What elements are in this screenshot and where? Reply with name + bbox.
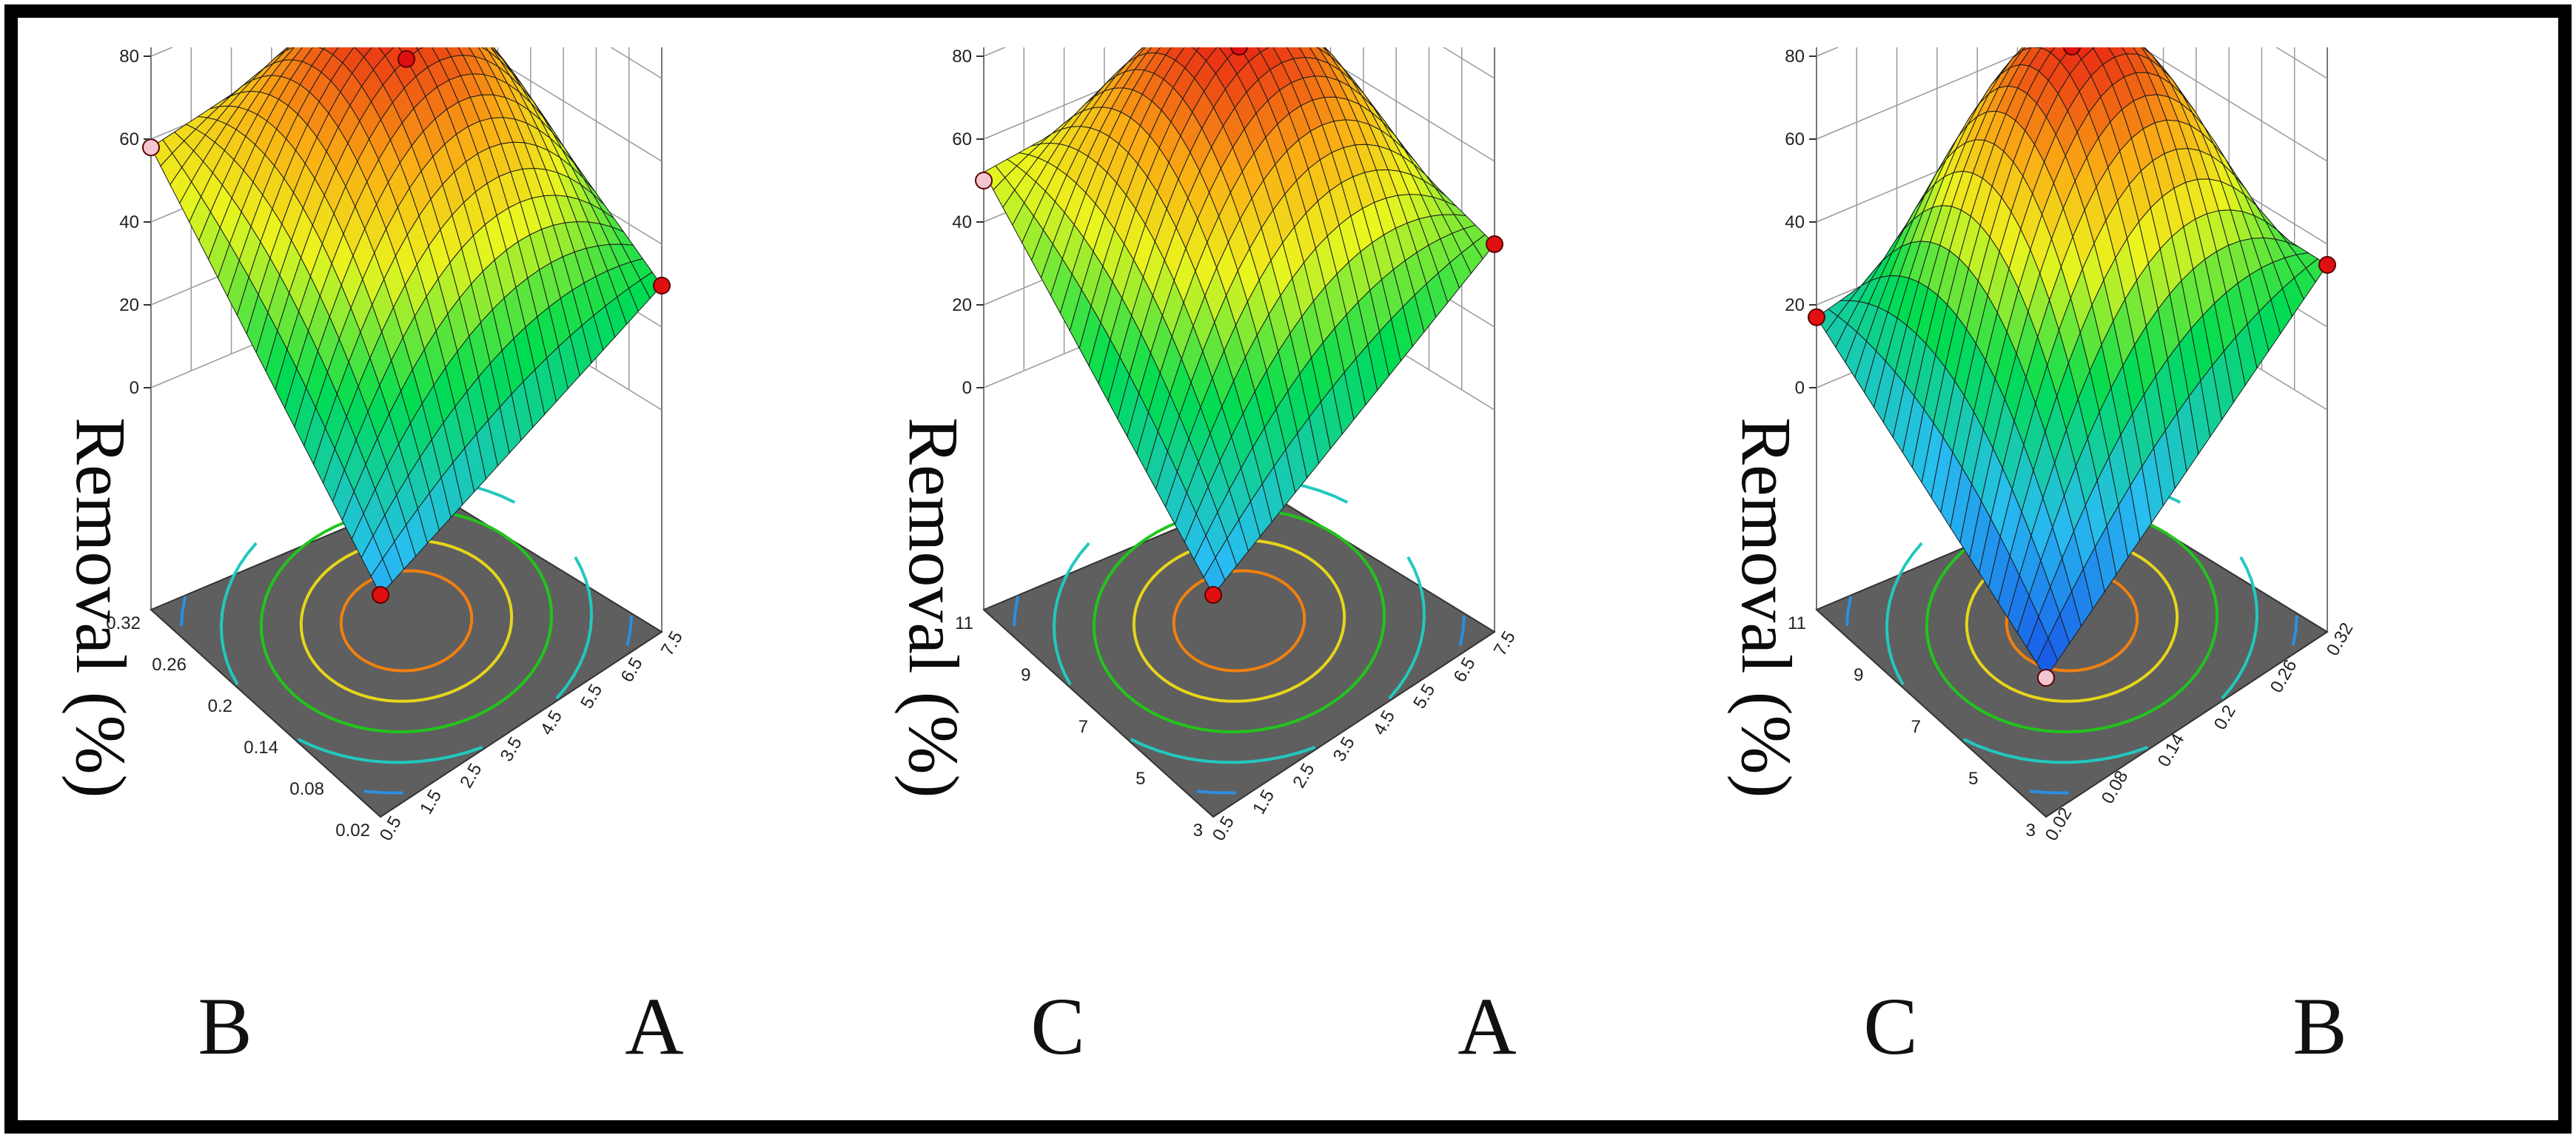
contour-line bbox=[179, 596, 187, 627]
surface-cell bbox=[2036, 637, 2059, 679]
surface-plot-a-b: 0204060801000.51.52.53.54.55.56.57.50.02… bbox=[47, 47, 884, 1113]
surface-plot-b-c: 0204060801000.020.080.140.20.260.3235791… bbox=[1713, 47, 2549, 1113]
contour-line bbox=[2029, 789, 2069, 795]
contour-line bbox=[1845, 596, 1853, 627]
contour-line bbox=[555, 556, 594, 700]
z-axis-title: Removal (%) bbox=[61, 417, 141, 798]
design-point-left bbox=[142, 138, 160, 157]
y-tick-label: 0.32 bbox=[106, 613, 141, 633]
y-tick-label: 0.26 bbox=[152, 655, 187, 675]
surface-cell bbox=[370, 558, 393, 596]
design-point-front bbox=[2037, 669, 2055, 687]
y-axis-title: B bbox=[198, 981, 252, 1071]
y-tick-label: 0.2 bbox=[208, 696, 232, 716]
surface-cell bbox=[1203, 556, 1226, 596]
design-point-right bbox=[1486, 235, 1503, 253]
design-point-front bbox=[372, 586, 389, 604]
y-tick-label: 9 bbox=[1854, 665, 1863, 685]
z-tick-label: 0 bbox=[130, 378, 139, 398]
y-tick-label: 7 bbox=[1911, 717, 1921, 737]
wall-outline bbox=[1816, 47, 2328, 632]
design-point-front bbox=[1204, 586, 1222, 604]
figure-frame: 0204060801000.51.52.53.54.55.56.57.50.02… bbox=[4, 4, 2572, 1134]
wall-grid-line bbox=[1816, 47, 2328, 162]
contour-line bbox=[1885, 542, 1923, 686]
design-point-left bbox=[1808, 308, 1825, 326]
response-surface bbox=[1816, 47, 2328, 679]
x-axis-title: A bbox=[625, 981, 683, 1071]
z-tick-label: 60 bbox=[952, 129, 972, 149]
design-points bbox=[142, 50, 671, 604]
design-point-center bbox=[1230, 47, 1248, 55]
contour-line bbox=[1130, 738, 1316, 764]
contour-line bbox=[1196, 789, 1236, 795]
contour-line bbox=[1012, 596, 1020, 627]
contour-line bbox=[625, 615, 634, 646]
surface-plot-svg: 0204060801000.51.52.53.54.55.56.57.50.02… bbox=[61, 47, 687, 1071]
design-point-left bbox=[975, 172, 993, 189]
contour-line bbox=[1052, 542, 1090, 686]
y-tick-label: 3 bbox=[1193, 821, 1203, 841]
contour-line bbox=[1962, 738, 2149, 764]
y-tick-label: 5 bbox=[1136, 769, 1145, 789]
contour-line bbox=[219, 542, 258, 686]
y-tick-label: 11 bbox=[1788, 613, 1806, 633]
z-tick-label: 20 bbox=[119, 295, 139, 315]
y-axis-title: C bbox=[1863, 981, 1917, 1071]
design-points bbox=[975, 47, 1503, 604]
z-axis-title: Removal (%) bbox=[894, 417, 973, 798]
y-tick-label: 0.02 bbox=[335, 821, 370, 841]
design-points bbox=[1808, 47, 2336, 687]
contour-line bbox=[1388, 556, 1426, 700]
z-tick-label: 60 bbox=[1785, 129, 1805, 149]
z-tick-label: 0 bbox=[962, 378, 972, 398]
z-tick-label: 20 bbox=[1785, 295, 1805, 315]
y-tick-label: 9 bbox=[1021, 665, 1030, 685]
surface-plot-a-c: 0204060801000.51.52.53.54.55.56.57.53579… bbox=[880, 47, 1717, 1113]
y-tick-label: 0.08 bbox=[289, 779, 324, 799]
contour-line bbox=[2291, 615, 2299, 646]
design-point-center bbox=[2063, 47, 2081, 55]
z-tick-label: 20 bbox=[952, 295, 972, 315]
design-point-right bbox=[2318, 256, 2336, 274]
design-point-right bbox=[653, 277, 671, 294]
contour-line bbox=[1458, 615, 1466, 646]
design-point-center bbox=[398, 50, 415, 68]
response-surface bbox=[983, 47, 1495, 596]
x-axis-title: A bbox=[1458, 981, 1516, 1071]
y-tick-label: 11 bbox=[955, 613, 973, 633]
y-tick-label: 3 bbox=[2026, 821, 2036, 841]
contour-line bbox=[363, 789, 403, 795]
y-axis-title: C bbox=[1030, 981, 1084, 1071]
z-tick-label: 40 bbox=[119, 212, 139, 232]
z-tick-label: 80 bbox=[119, 47, 139, 67]
y-tick-label: 7 bbox=[1079, 717, 1088, 737]
surface-plot-svg: 0204060801000.51.52.53.54.55.56.57.53579… bbox=[894, 47, 1520, 1071]
surface-plot-svg: 0204060801000.020.080.140.20.260.3235791… bbox=[1727, 47, 2358, 1071]
z-tick-label: 80 bbox=[1785, 47, 1805, 67]
z-tick-label: 60 bbox=[119, 129, 139, 149]
wall-grid-line bbox=[983, 47, 1495, 162]
response-surface bbox=[150, 47, 663, 596]
z-tick-label: 40 bbox=[952, 212, 972, 232]
contour-line bbox=[2221, 556, 2259, 700]
y-tick-label: 5 bbox=[1968, 769, 1978, 789]
z-tick-label: 40 bbox=[1785, 212, 1805, 232]
z-tick-label: 80 bbox=[952, 47, 972, 67]
z-tick-label: 0 bbox=[1795, 378, 1805, 398]
y-tick-label: 0.14 bbox=[244, 738, 278, 758]
contour-line bbox=[297, 738, 483, 764]
x-axis-title: B bbox=[2292, 981, 2347, 1071]
wall-outline bbox=[150, 47, 663, 632]
surface-cell bbox=[1191, 47, 1200, 52]
z-axis-title: Removal (%) bbox=[1727, 417, 1806, 798]
